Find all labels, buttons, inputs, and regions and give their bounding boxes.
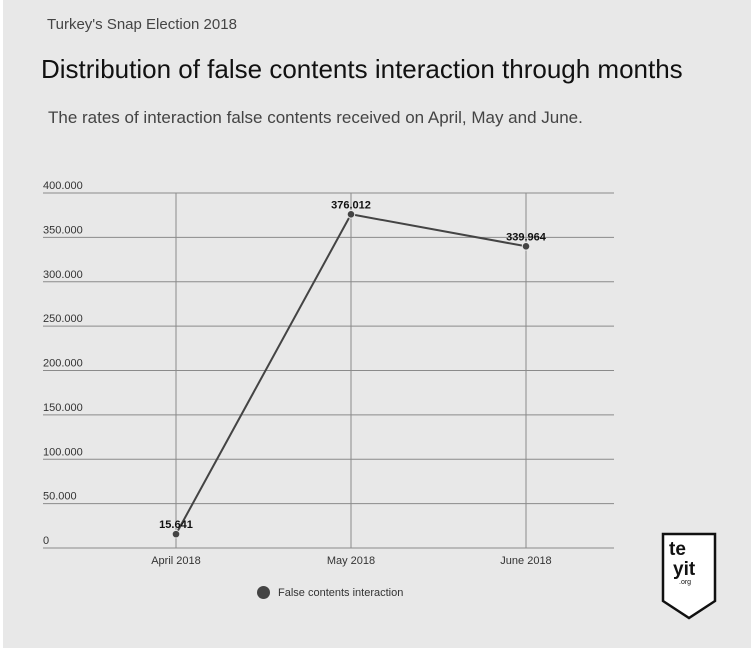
y-tick-label: 0 [43, 535, 49, 547]
chart-card: Turkey's Snap Election 2018 Distribution… [3, 0, 751, 648]
x-tick-label: May 2018 [327, 555, 375, 567]
data-label: 15.641 [159, 519, 193, 531]
y-tick-label: 150.000 [43, 402, 83, 414]
y-tick-label: 200.000 [43, 358, 83, 370]
x-tick-label: April 2018 [151, 555, 201, 567]
logo-text-org: .org [679, 579, 691, 586]
data-point [171, 529, 181, 539]
data-point [521, 241, 531, 251]
y-tick-label: 300.000 [43, 269, 83, 281]
y-tick-label: 350.000 [43, 224, 83, 236]
x-tick-label: June 2018 [500, 555, 551, 567]
legend[interactable]: False contents interaction [257, 586, 403, 599]
y-tick-label: 250.000 [43, 313, 83, 325]
teyit-logo: te yit .org [661, 532, 717, 620]
legend-marker [257, 586, 270, 599]
data-point [346, 209, 356, 219]
line-chart: 0 50.000 100.000 150.000 200.000 250.000 300.0… [43, 180, 614, 567]
y-tick-label: 50.000 [43, 491, 77, 503]
legend-label: False contents interaction [278, 586, 404, 599]
chart-title: Distribution of false contents interacti… [41, 54, 683, 84]
chart-subtitle: The rates of interaction false contents … [48, 108, 583, 127]
data-label: 376.012 [331, 199, 371, 211]
kicker-text: Turkey's Snap Election 2018 [47, 16, 237, 33]
y-tick-label: 400.000 [43, 180, 83, 192]
logo-text-yit: yit [673, 559, 696, 580]
logo-text-te: te [669, 539, 686, 560]
y-tick-label: 100.000 [43, 446, 83, 458]
data-label: 339.964 [506, 231, 547, 243]
